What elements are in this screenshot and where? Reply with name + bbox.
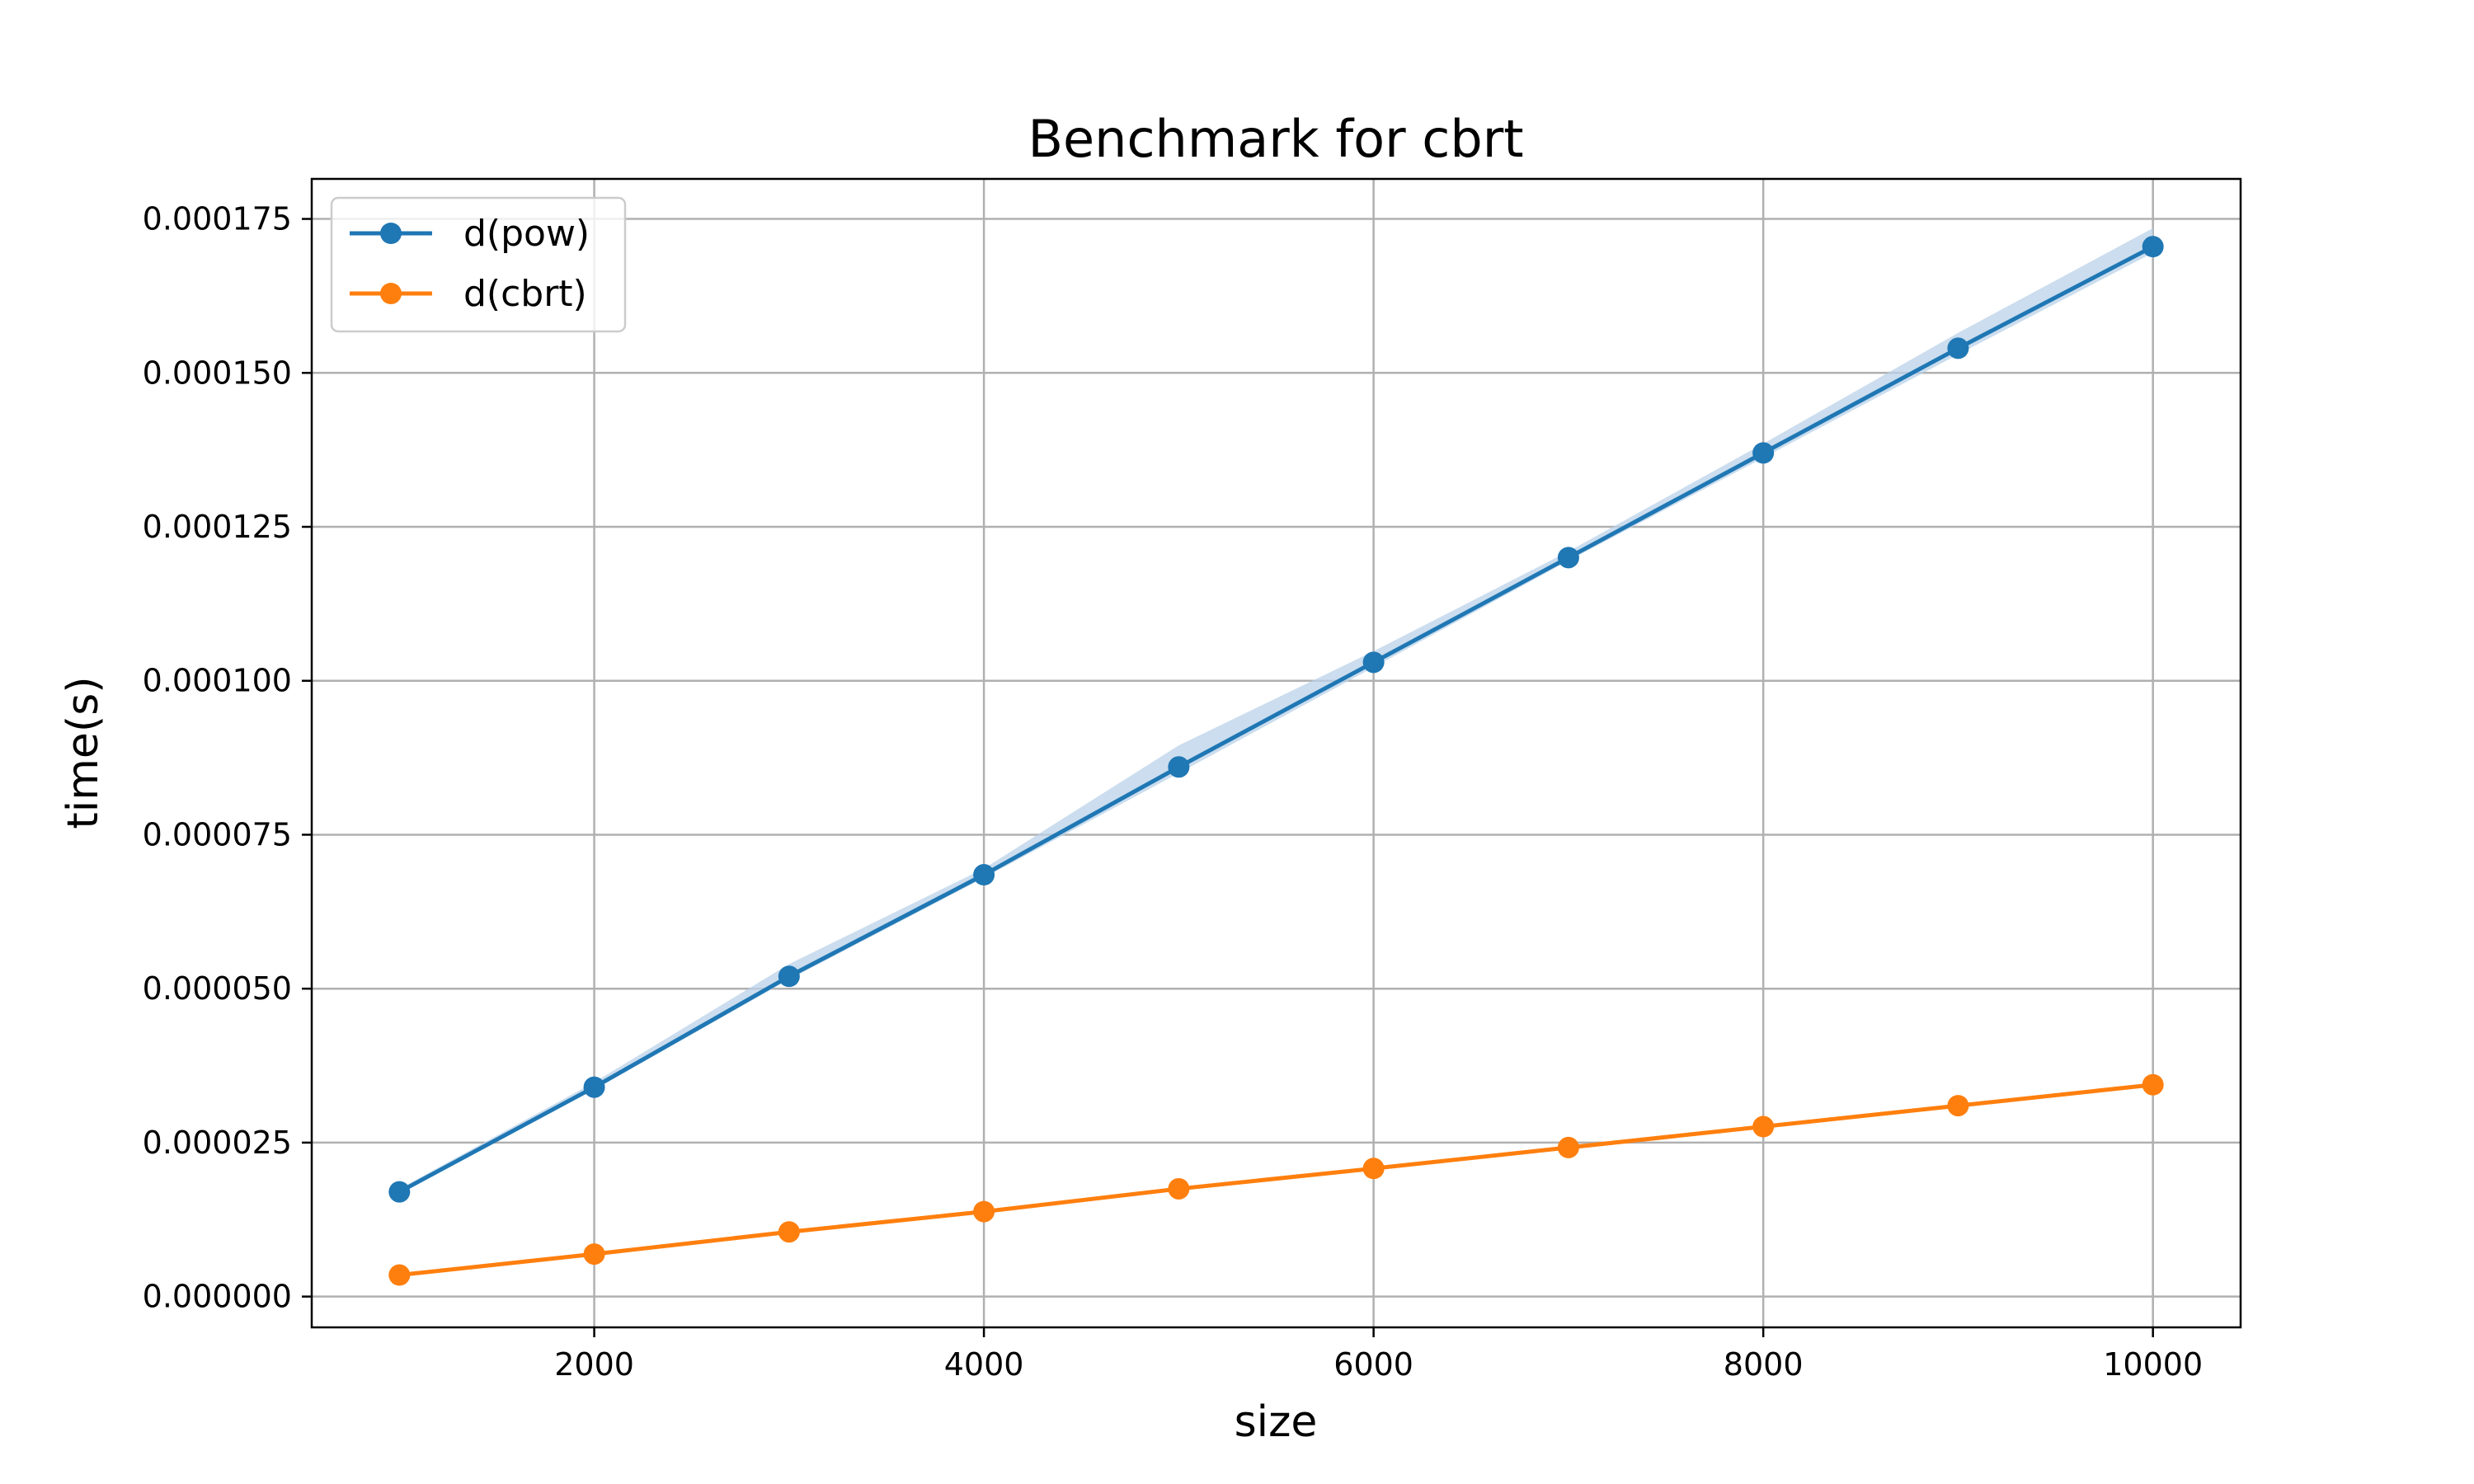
data-point-1 [1947,1095,1969,1117]
y-tick-label: 0.000150 [143,355,292,391]
data-point-1 [1557,1136,1579,1158]
series-line-1 [399,1082,2153,1277]
legend-marker-pow [380,223,402,244]
y-tick-label: 0.000075 [143,816,292,852]
series-layer [388,236,2164,1286]
legend: d(pow) d(cbrt) [330,196,627,333]
data-point-0 [583,1076,605,1098]
data-point-0 [1168,756,1190,778]
grid-layer [312,179,2241,1327]
data-point-1 [583,1243,605,1266]
plot-frame [310,177,2242,1329]
chart-title: Benchmark for cbrt [1028,109,1523,169]
series-line-0 [398,244,2154,1194]
y-tick-label: 0.000025 [143,1125,292,1161]
y-axis-ticks: 0.000000 0.000025 0.000050 0.000075 0.000100… [143,201,312,1315]
data-point-0 [388,1181,411,1203]
legend-label-cbrt: d(cbrt) [463,273,587,315]
x-tick-label: 10000 [2103,1346,2203,1383]
y-tick-label: 0.000125 [143,509,292,545]
legend-label-pow: d(pow) [463,213,590,255]
y-axis-label: time(s) [59,676,108,829]
data-point-1 [1752,1115,1775,1138]
data-point-0 [1362,651,1385,674]
x-axis-ticks: 2000 4000 6000 8000 10000 [554,1327,2203,1383]
data-point-0 [1947,337,1969,359]
y-tick-label: 0.000100 [143,663,292,699]
data-point-0 [1752,442,1775,464]
x-tick-label: 2000 [554,1346,634,1383]
x-tick-label: 4000 [944,1346,1024,1383]
x-tick-label: 6000 [1333,1346,1413,1383]
data-point-1 [388,1264,411,1286]
legend-marker-cbrt [380,283,402,304]
data-point-1 [973,1200,995,1223]
y-tick-label: 0.000050 [143,970,292,1007]
data-point-1 [2142,1073,2164,1096]
data-point-1 [1362,1158,1385,1180]
data-point-0 [1557,547,1579,569]
x-axis-label: size [1235,1397,1318,1447]
data-point-1 [778,1221,800,1243]
data-point-0 [973,864,995,886]
data-point-0 [778,965,800,988]
y-tick-label: 0.000175 [143,201,292,237]
x-tick-label: 8000 [1724,1346,1804,1383]
data-point-0 [2142,236,2164,258]
data-point-1 [1168,1177,1190,1200]
y-tick-label: 0.000000 [143,1279,292,1315]
